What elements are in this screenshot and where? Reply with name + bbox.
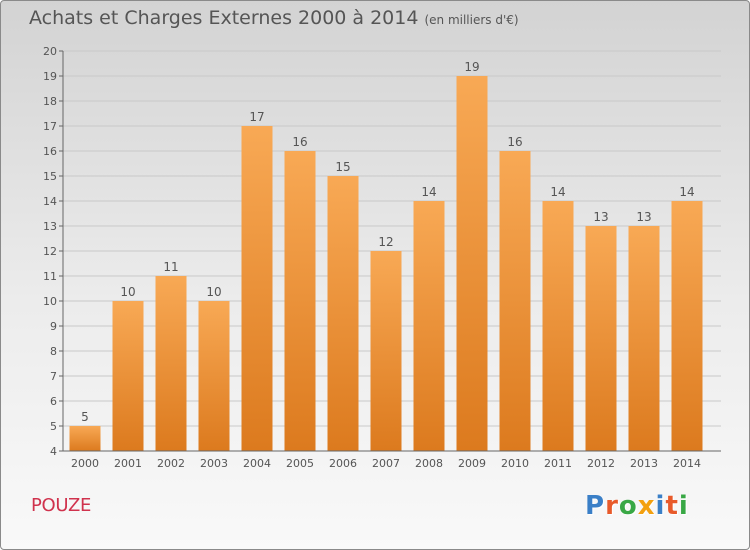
- x-tick-label: 2002: [157, 457, 185, 470]
- chart-title-block: Achats et Charges Externes 2000 à 2014 (e…: [29, 7, 519, 29]
- bar-value-label: 14: [421, 185, 436, 199]
- bar-value-label: 15: [335, 160, 350, 174]
- y-tick-label: 16: [43, 145, 57, 158]
- y-tick-label: 4: [50, 445, 57, 458]
- bar-2005: [284, 151, 316, 451]
- logo-letter: x: [637, 491, 656, 521]
- x-tick-label: 2014: [673, 457, 701, 470]
- commune-name: POUZE: [31, 495, 92, 516]
- logo-letter: o: [618, 491, 638, 521]
- y-tick-label: 14: [43, 195, 57, 208]
- y-tick-label: 8: [50, 345, 57, 358]
- logo-letter: t: [665, 491, 679, 521]
- bar-2008: [413, 201, 445, 451]
- y-tick-label: 6: [50, 395, 57, 408]
- bar-2001: [112, 301, 144, 451]
- bar-value-label: 14: [679, 185, 694, 199]
- x-tick-label: 2008: [415, 457, 443, 470]
- y-tick-label: 9: [50, 320, 57, 333]
- x-tick-label: 2003: [200, 457, 228, 470]
- bar-value-label: 13: [593, 210, 608, 224]
- bar-2004: [241, 126, 273, 451]
- x-tick-label: 2013: [630, 457, 658, 470]
- y-tick-label: 15: [43, 170, 57, 183]
- x-tick-label: 2010: [501, 457, 529, 470]
- bar-2010: [499, 151, 531, 451]
- x-tick-label: 2009: [458, 457, 486, 470]
- chart-title: Achats et Charges Externes 2000 à 2014: [29, 7, 419, 29]
- bar-value-label: 17: [249, 110, 264, 124]
- bar-2003: [198, 301, 230, 451]
- y-tick-label: 19: [43, 70, 57, 83]
- bar-2009: [456, 76, 488, 451]
- bar-value-label: 10: [206, 285, 221, 299]
- x-axis: 2000 2001 2002 2003 2004 2005 2006 2007 2008 2009…: [63, 450, 721, 470]
- bar-2011: [542, 201, 574, 451]
- x-tick-label: 2011: [544, 457, 572, 470]
- x-tick-label: 2012: [587, 457, 615, 470]
- y-tick-label: 12: [43, 245, 57, 258]
- x-tick-label: 2001: [114, 457, 142, 470]
- y-tick-label: 5: [50, 420, 57, 433]
- x-tick-label: 2006: [329, 457, 357, 470]
- bar-value-label: 10: [120, 285, 135, 299]
- bar-value-label: 12: [378, 235, 393, 249]
- bar-value-label: 19: [464, 60, 479, 74]
- proxiti-logo: Proxiti: [585, 491, 689, 521]
- y-tick-label: 11: [43, 270, 57, 283]
- logo-letter: i: [678, 491, 689, 521]
- bar-value-label: 16: [507, 135, 522, 149]
- logo-letter: r: [605, 491, 619, 521]
- bar-value-label: 11: [163, 260, 178, 274]
- y-tick-label: 17: [43, 120, 57, 133]
- bar-2013: [628, 226, 660, 451]
- logo-letter: P: [585, 491, 606, 521]
- y-tick-label: 18: [43, 95, 57, 108]
- x-tick-label: 2000: [71, 457, 99, 470]
- y-tick-label: 7: [50, 370, 57, 383]
- chart-subtitle: (en milliers d'€): [424, 13, 519, 27]
- bar-value-label: 16: [292, 135, 307, 149]
- bar-2002: [155, 276, 187, 451]
- x-tick-label: 2004: [243, 457, 271, 470]
- bar-value-label: 14: [550, 185, 565, 199]
- bar-2006: [327, 176, 359, 451]
- y-tick-label: 20: [43, 45, 57, 58]
- y-axis: 4 5 6 7 8 9 10 11 12 13 14 15 16 17 18 19 20: [43, 45, 64, 458]
- bar-2014: [671, 201, 703, 451]
- x-tick-label: 2007: [372, 457, 400, 470]
- bar-value-label: 5: [81, 410, 89, 424]
- y-tick-label: 10: [43, 295, 57, 308]
- bars: 5 10 11 10 17 16 15 12 14 19 16 14 13 13 14: [69, 60, 703, 451]
- bar-2007: [370, 251, 402, 451]
- bar-value-label: 13: [636, 210, 651, 224]
- bar-2012: [585, 226, 617, 451]
- bar-2000: [69, 426, 101, 451]
- logo-letter: i: [655, 491, 666, 521]
- x-tick-label: 2005: [286, 457, 314, 470]
- y-tick-label: 13: [43, 220, 57, 233]
